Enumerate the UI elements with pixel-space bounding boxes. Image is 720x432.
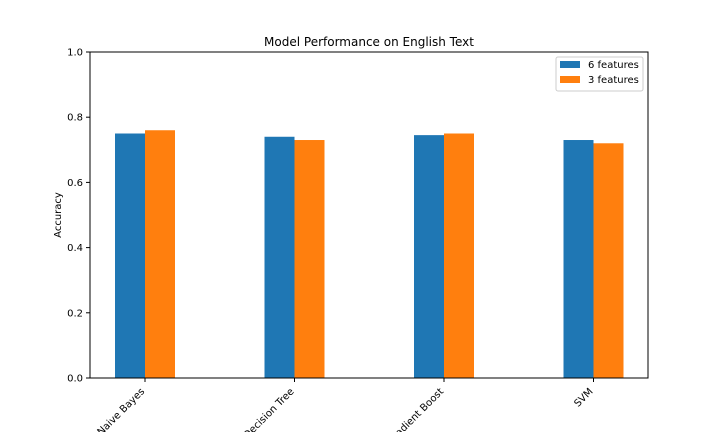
bar-six-1: [264, 136, 295, 378]
bars-group: [115, 130, 624, 378]
bar-six-3: [563, 140, 594, 378]
y-axis-label: Accuracy: [53, 192, 64, 238]
bar-three-3: [593, 143, 624, 378]
y-tick-label: 0.0: [67, 374, 83, 385]
y-tick-label: 0.4: [67, 243, 83, 254]
legend-label: 3 features: [588, 75, 639, 86]
bar-three-0: [145, 130, 175, 378]
y-ticks-group: 0.0 0.2 0.4 0.6 0.8 1.0: [67, 48, 90, 385]
legend-label: 6 features: [588, 60, 639, 71]
legend: 6 features 3 features: [555, 56, 644, 92]
bar-six-2: [414, 135, 444, 378]
bar-three-1: [294, 140, 325, 378]
y-tick-label: 1.0: [67, 48, 83, 59]
y-tick-label: 0.6: [67, 178, 83, 189]
bar-three-2: [444, 133, 474, 378]
legend-swatch: [560, 61, 580, 68]
legend-swatch: [560, 76, 580, 83]
y-tick-label: 0.2: [67, 308, 83, 319]
chart-title: Model Performance on English Text: [264, 35, 474, 49]
plot-frame: [89, 51, 649, 379]
bar-six-0: [115, 133, 145, 378]
y-tick-label: 0.8: [67, 113, 83, 124]
